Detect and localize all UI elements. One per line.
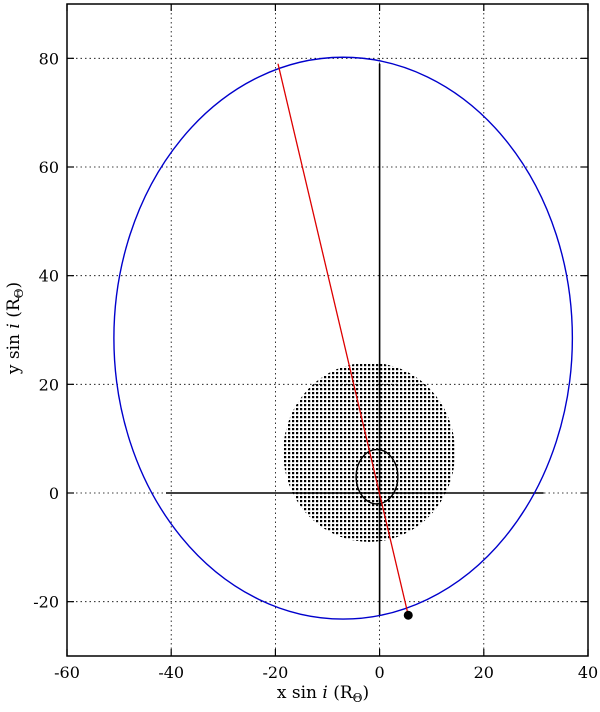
plot-content — [113, 56, 574, 620]
x-tick-label: -20 — [263, 663, 289, 682]
orbit-ellipse — [113, 56, 574, 620]
y-axis-title: y sin i (RΘ) — [4, 282, 26, 375]
small-orbit — [355, 448, 399, 505]
x-tick-label: -40 — [158, 663, 184, 682]
y-tick-label: -20 — [33, 593, 59, 612]
y-tick-label: 0 — [49, 484, 59, 503]
y-tick-label: 80 — [39, 49, 59, 68]
x-axis-title: x sin i (RΘ) — [277, 683, 369, 705]
line-of-apsides — [277, 63, 409, 616]
ticks: -60 -40 -20 0 20 40 -20 0 20 40 60 80 — [33, 4, 598, 682]
x-tick-label: 20 — [474, 663, 494, 682]
y-tick-label: 60 — [39, 158, 59, 177]
x-tick-label: 0 — [375, 663, 385, 682]
plot-frame — [66, 3, 589, 657]
companion-point — [403, 610, 413, 620]
y-tick-label: 20 — [39, 375, 59, 394]
x-tick-label: -60 — [54, 663, 80, 682]
y-tick-label: 40 — [39, 267, 59, 286]
x-tick-label: 40 — [578, 663, 598, 682]
